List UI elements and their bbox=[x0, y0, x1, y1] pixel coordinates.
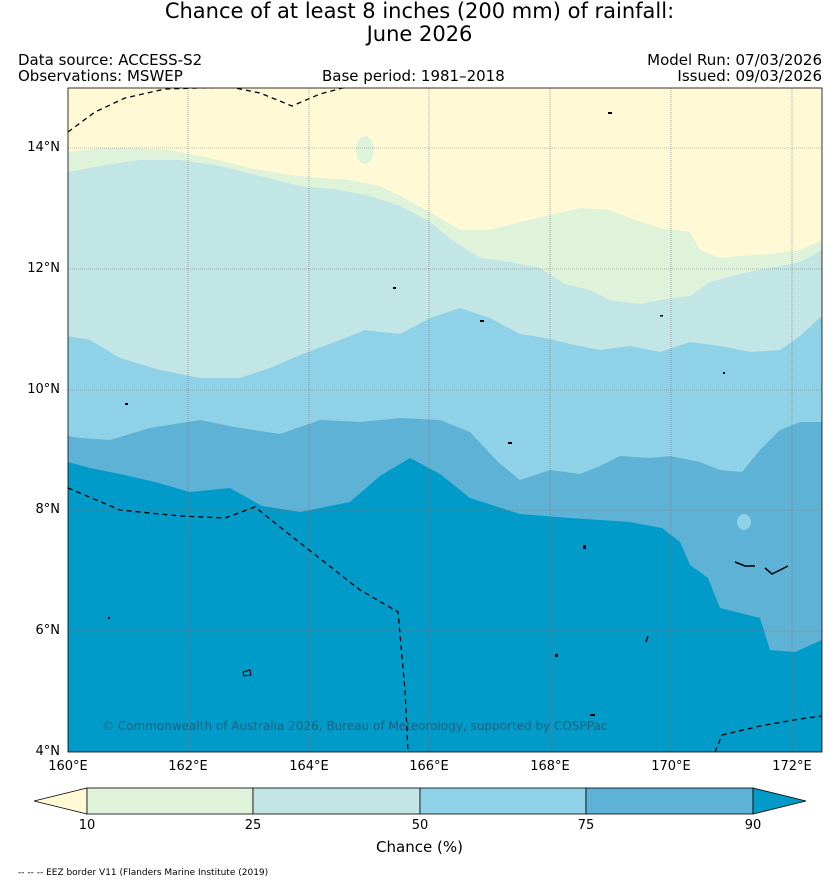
patch-light-blue bbox=[737, 514, 751, 530]
map-title-line2: June 2026 bbox=[366, 22, 473, 46]
lat-label-10n: 10°N bbox=[27, 382, 60, 397]
observations: Observations: MSWEP bbox=[18, 67, 183, 85]
map-title-line1: Chance of at least 8 inches (200 mm) of … bbox=[164, 0, 675, 23]
colorbar-tick-10: 10 bbox=[78, 818, 96, 833]
patch-pale-green bbox=[356, 136, 374, 164]
lat-label-8n: 8°N bbox=[35, 502, 61, 517]
colorbar-tick-25: 25 bbox=[244, 818, 262, 833]
island-marks bbox=[108, 112, 789, 716]
model-run: Model Run: 07/03/2026 bbox=[647, 51, 822, 69]
band-lt10 bbox=[68, 88, 822, 258]
lon-label-168e: 168°E bbox=[530, 759, 570, 774]
lon-label-166e: 166°E bbox=[409, 759, 449, 774]
lon-label-162e: 162°E bbox=[168, 759, 208, 774]
map-frame bbox=[67, 87, 823, 753]
eez-border-note: -- -- -- EEZ border V11 (Flanders Marine… bbox=[18, 868, 269, 878]
data-source: Data source: ACCESS-S2 bbox=[18, 51, 203, 69]
colorbar-tick-90: 90 bbox=[744, 818, 762, 833]
lon-label-164e: 164°E bbox=[289, 759, 329, 774]
patch-pale-blue bbox=[270, 234, 330, 252]
issued-date: Issued: 09/03/2026 bbox=[677, 67, 822, 85]
lat-label-14n: 14°N bbox=[27, 140, 60, 155]
lon-label-160e: 160°E bbox=[48, 759, 88, 774]
lat-label-4n: 4°N bbox=[35, 744, 61, 759]
colorbar-cell-25-50 bbox=[252, 787, 421, 815]
lon-label-170e: 170°E bbox=[651, 759, 691, 774]
copyright-note: © Commonwealth of Australia 2026, Bureau… bbox=[102, 719, 608, 733]
base-period: Base period: 1981–2018 bbox=[322, 67, 505, 85]
colorbar-cell-gt90 bbox=[752, 787, 807, 815]
colorbar-cell-lt10 bbox=[33, 787, 88, 815]
lon-label-172e: 172°E bbox=[772, 759, 812, 774]
colorbar-tick-50: 50 bbox=[411, 818, 429, 833]
colorbar-cell-75-90 bbox=[585, 787, 754, 815]
lat-label-12n: 12°N bbox=[27, 261, 60, 276]
grid-lines bbox=[68, 88, 822, 752]
colorbar bbox=[33, 787, 807, 815]
colorbar-title: Chance (%) bbox=[376, 838, 463, 856]
lat-label-6n: 6°N bbox=[35, 623, 61, 638]
eez-border-lines bbox=[68, 88, 822, 752]
colorbar-cell-50-75 bbox=[419, 787, 587, 815]
colorbar-cell-10-25 bbox=[86, 787, 254, 815]
colorbar-tick-75: 75 bbox=[577, 818, 595, 833]
